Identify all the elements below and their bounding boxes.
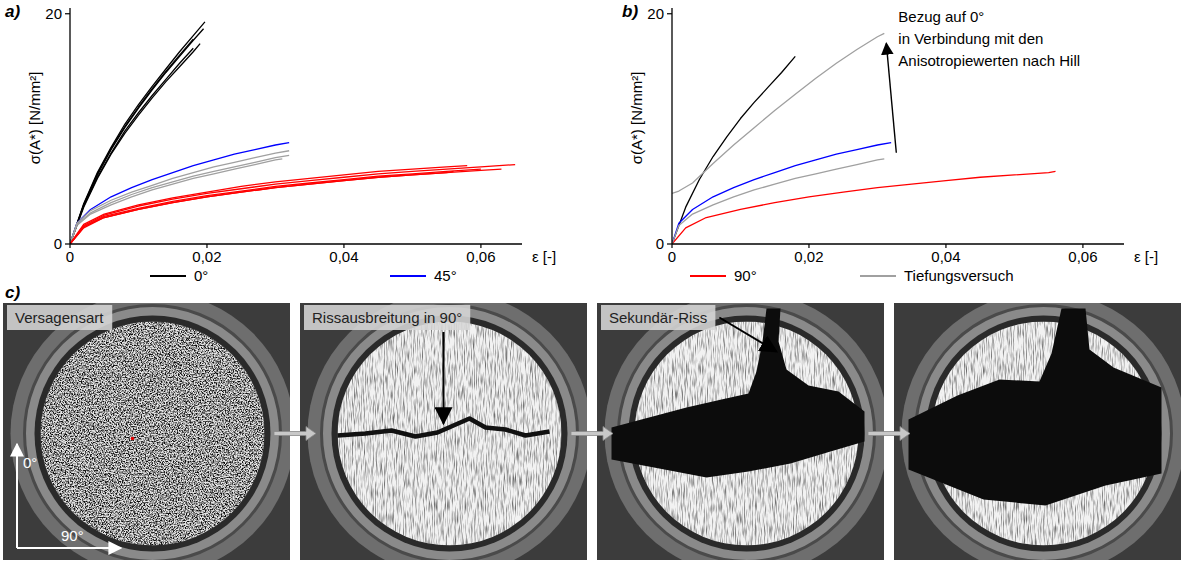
photo-label: Sekundär-Riss	[609, 309, 707, 326]
specimen-speckle	[41, 322, 265, 546]
x-axis	[672, 243, 1124, 244]
photo-label: Rissausbreitung in 90°	[312, 309, 462, 326]
pointer-arrow	[719, 318, 776, 352]
y-tick-label: 0	[54, 235, 62, 252]
photo-content	[3, 303, 290, 560]
clamp-ring	[11, 303, 291, 560]
pointer-arrow	[443, 332, 445, 424]
panel-letter: b)	[622, 2, 638, 21]
annotation-text: in Verbindung mit den	[898, 30, 1043, 47]
x-tick-label: 0	[668, 248, 676, 265]
photo-content	[300, 303, 587, 560]
legend-label: 90°	[734, 267, 757, 284]
x-axis-title: ε [-]	[1134, 248, 1158, 265]
sequence-arrow	[571, 427, 613, 441]
direction-label: 0°	[23, 454, 37, 471]
chart-panel: 0 20 0 0,02 0,04 0,06 ε [-] σ(A*) [N/mm²] b) Bezu…	[622, 2, 1158, 265]
photo: Rissausbreitung in 90°	[300, 292, 592, 562]
photo	[894, 292, 1184, 562]
panel-letter: a)	[5, 2, 20, 21]
chart-panel: 0 20 0 0,02 0,04 0,06 ε [-] σ(A*) [N/mm²] a)	[5, 2, 556, 265]
y-tick-label: 0	[656, 235, 664, 252]
x-tick-label: 0,06	[1068, 248, 1097, 265]
specimen-surface	[41, 322, 265, 546]
legend-swatch	[150, 275, 186, 277]
specimen-speckle	[338, 322, 562, 546]
direction-arrow	[17, 547, 121, 549]
plot-data	[70, 22, 515, 244]
photo-content	[597, 303, 884, 560]
legend-swatch	[860, 275, 896, 277]
y-tick-label: 20	[647, 5, 664, 22]
x-tick-label: 0	[66, 248, 74, 265]
y-axis-title: σ(A*) [N/mm²]	[628, 72, 645, 165]
legend-swatch	[690, 275, 726, 277]
panel-letter: c)	[5, 283, 20, 302]
clamp-ring	[902, 303, 1182, 560]
sequence-arrow	[274, 427, 316, 441]
clamp-ring	[605, 303, 885, 560]
annotation-arrow	[886, 43, 896, 152]
direction-arrow	[16, 444, 18, 548]
specimen	[41, 322, 265, 546]
x-tick-label: 0,06	[466, 248, 495, 265]
photo: Versagensart 0° 90°	[3, 292, 295, 562]
photo: Sekundär-Riss	[597, 292, 889, 562]
sequence-arrow	[868, 427, 910, 441]
x-tick-label: 0,04	[931, 248, 960, 265]
legend-label: Tiefungsversuch	[904, 267, 1014, 284]
clamp-gap	[332, 316, 568, 552]
direction-label: 90°	[61, 527, 84, 544]
crack-opening	[909, 309, 1162, 506]
series-line	[70, 143, 289, 244]
x-tick-label: 0,02	[794, 248, 823, 265]
series-line	[70, 171, 454, 244]
photo-label: Versagensart	[15, 309, 104, 326]
legend: 0° 45° 90° Tiefungsversuch	[150, 267, 1014, 284]
y-tick	[667, 13, 672, 14]
y-axis	[69, 8, 70, 244]
y-tick	[667, 243, 672, 244]
x-axis	[70, 243, 522, 244]
annotation-text: Anisotropiewerten nach Hill	[898, 52, 1080, 69]
x-axis-title: ε [-]	[532, 248, 556, 265]
clamp-gap	[35, 316, 271, 552]
annotation-text: Bezug auf 0°	[898, 8, 984, 25]
series-line	[672, 143, 891, 244]
x-tick-label: 0,04	[329, 248, 358, 265]
series-line	[70, 165, 515, 244]
series-line	[70, 166, 467, 244]
y-axis	[671, 8, 672, 244]
specimen-surface	[338, 322, 562, 546]
x-tick-label: 0,02	[192, 248, 221, 265]
series-line	[672, 171, 1056, 244]
series-line	[70, 169, 501, 244]
y-tick-label: 20	[45, 5, 62, 22]
legend-label: 0°	[194, 267, 208, 284]
series-line	[672, 33, 884, 193]
photo-label-box	[601, 305, 715, 330]
crack-opening	[612, 309, 865, 478]
specimen	[338, 322, 562, 546]
photo-label-box	[304, 305, 470, 330]
clamp-ring	[308, 303, 588, 560]
y-tick	[65, 243, 70, 244]
center-dot	[131, 437, 135, 441]
photo-content	[894, 303, 1181, 560]
clamp-ring-inner	[322, 306, 578, 561]
legend-swatch	[390, 275, 426, 277]
clamp-ring-inner	[25, 306, 281, 561]
y-axis-title: σ(A*) [N/mm²]	[26, 72, 43, 165]
legend-label: 45°	[434, 267, 457, 284]
figure: 02000,020,040,06ε [-]σ(A*) [N/mm²]a)0200…	[0, 0, 1184, 562]
y-tick	[65, 13, 70, 14]
photo-label-box	[7, 305, 112, 330]
